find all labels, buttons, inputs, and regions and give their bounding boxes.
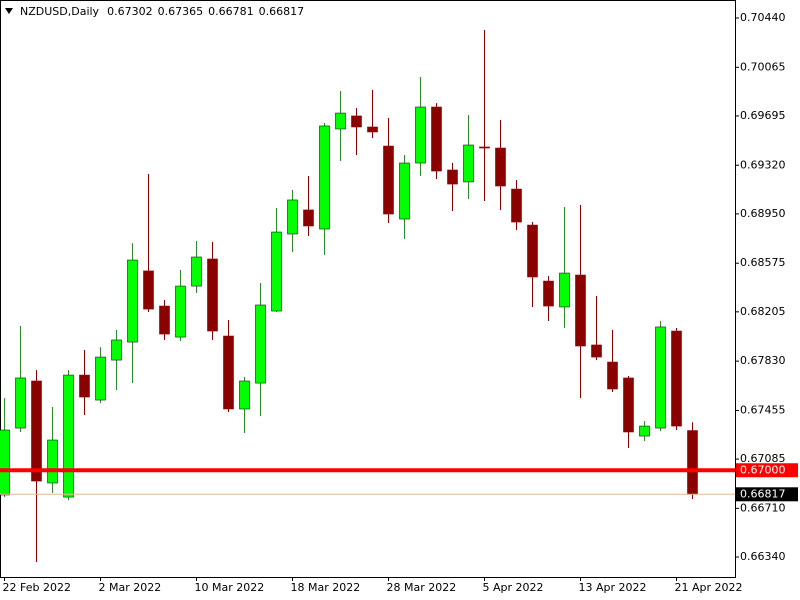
- x-tick-label: 28 Mar 2022: [387, 581, 457, 594]
- plot-frame: [0, 0, 736, 578]
- y-tick-label: 0.69695: [740, 109, 786, 122]
- hline-label-box: [736, 463, 798, 478]
- candle-body: [655, 326, 666, 429]
- candle-body: [383, 145, 394, 215]
- bid-label: 0.66817: [740, 487, 786, 500]
- candle-body: [143, 270, 154, 310]
- candle-body: [671, 330, 682, 427]
- symbol: NZDUSD,Daily: [20, 5, 100, 18]
- candle-body: [127, 259, 138, 343]
- candle-body: [351, 115, 362, 128]
- candle-body: [623, 377, 634, 433]
- bid-label-box: [736, 487, 798, 502]
- header-low: 0.66781: [208, 5, 254, 18]
- candle-body: [239, 380, 250, 410]
- header-high: 0.67365: [158, 5, 204, 18]
- candle-body: [367, 126, 378, 133]
- header-open: 0.67302: [107, 5, 153, 18]
- y-tick-label: 0.70065: [740, 60, 786, 73]
- x-tick-label: 5 Apr 2022: [483, 581, 544, 594]
- candle-body: [111, 339, 122, 361]
- y-tick-label: 0.68205: [740, 305, 786, 318]
- x-tick-label: 18 Mar 2022: [291, 581, 361, 594]
- candle-body: [271, 231, 282, 312]
- candle-body: [639, 425, 650, 437]
- candle-body: [479, 146, 490, 149]
- y-tick-label: 0.68575: [740, 256, 786, 269]
- candle-body: [591, 344, 602, 358]
- candle-body: [159, 305, 170, 335]
- header-close: 0.66817: [259, 5, 305, 18]
- y-tick-label: 0.67455: [740, 403, 786, 416]
- candle-body: [63, 374, 74, 498]
- candle-body: [95, 356, 106, 401]
- y-tick-label: 0.67830: [740, 354, 786, 367]
- candle-body: [495, 147, 506, 187]
- candle-body: [687, 430, 698, 495]
- candle-body: [0, 429, 10, 496]
- candle-body: [191, 256, 202, 287]
- candle-body: [335, 112, 346, 130]
- candle-body: [15, 377, 26, 429]
- candle-body: [255, 304, 266, 384]
- x-tick-label: 13 Apr 2022: [579, 581, 647, 594]
- y-tick-label: 0.70440: [740, 11, 786, 24]
- y-tick-label: 0.68950: [740, 207, 786, 220]
- candle-body: [287, 199, 298, 235]
- candle-body: [31, 380, 42, 482]
- candle-body: [47, 439, 58, 484]
- x-tick-label: 10 Mar 2022: [195, 581, 265, 594]
- candle-body: [607, 361, 618, 390]
- candle-body: [463, 144, 474, 183]
- y-tick-label: 0.69320: [740, 158, 786, 171]
- y-tick-label: 0.67085: [740, 452, 786, 465]
- candle-body: [415, 106, 426, 164]
- candle-body: [575, 274, 586, 347]
- candle-body: [543, 280, 554, 307]
- candle-body: [431, 106, 442, 172]
- menu-arrow: [5, 8, 13, 14]
- candle-body: [447, 169, 458, 185]
- candle-body: [79, 374, 90, 398]
- candle-body: [223, 335, 234, 410]
- chart-header: NZDUSD,Daily 0.67302 0.67365 0.66781 0.66817: [20, 5, 304, 18]
- y-tick-label: 0.66340: [740, 550, 786, 563]
- x-tick-label: 21 Apr 2022: [675, 581, 743, 594]
- candle-body: [399, 162, 410, 220]
- candle-body: [527, 224, 538, 278]
- candle-body: [511, 188, 522, 223]
- x-tick-label: 2 Mar 2022: [99, 581, 162, 594]
- candle-body: [303, 209, 314, 227]
- candle-body: [175, 285, 186, 338]
- candle-body: [207, 258, 218, 332]
- candle-body: [559, 272, 570, 308]
- candle-body: [319, 125, 330, 230]
- y-tick-label: 0.66710: [740, 501, 786, 514]
- x-tick-label: 22 Feb 2022: [3, 581, 71, 594]
- hline-label: 0.67000: [740, 463, 786, 476]
